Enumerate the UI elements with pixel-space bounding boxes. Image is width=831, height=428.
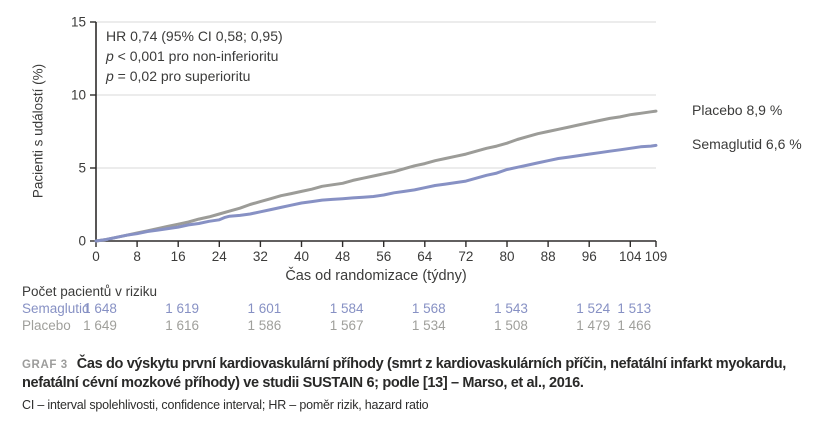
- x-tick-label: 16: [171, 249, 186, 264]
- risk-count-semaglutid-week-32: 1 601: [247, 301, 282, 316]
- y-tick-label: 0: [78, 234, 86, 249]
- x-tick-label: 80: [499, 249, 514, 264]
- risk-row-label-semaglutid: Semaglutid: [22, 301, 90, 316]
- risk-count-placebo-week-48: 1 567: [329, 318, 364, 333]
- y-tick-label: 5: [78, 161, 86, 176]
- x-tick-label: 64: [417, 249, 433, 264]
- risk-count-semaglutid-week-16: 1 619: [165, 301, 200, 316]
- x-axis-title: Čas od randomizace (týdny): [285, 268, 467, 284]
- risk-count-placebo-week-16: 1 616: [165, 318, 200, 333]
- annotation-line-superiority: p = 0,02 pro superioritu: [106, 66, 283, 86]
- risk-count-placebo-week-104: 1 466: [617, 318, 652, 333]
- risk-table-title: Počet pacientů v riziku: [22, 284, 158, 299]
- risk-count-placebo-week-80: 1 508: [494, 318, 528, 333]
- annotation-text: HR 0,74 (95% CI 0,58; 0,95): [106, 28, 283, 44]
- figure-caption: GRAF 3 Čas do výskytu první kardiovaskulá…: [22, 355, 820, 392]
- annotation-pre: p: [106, 48, 114, 64]
- placebo-curve-label: Placebo 8,9 %: [692, 102, 783, 119]
- figure-footnote: CI – interval spolehlivosti, confidence …: [22, 398, 429, 412]
- risk-count-semaglutid-week-80: 1 543: [494, 301, 528, 316]
- x-tick-label: 72: [458, 249, 473, 264]
- risk-count-semaglutid-week-96: 1 524: [576, 301, 611, 316]
- risk-count-semaglutid-week-104: 1 513: [617, 301, 652, 316]
- y-tick-label: 10: [71, 88, 86, 103]
- x-tick-label: 104: [619, 249, 642, 264]
- annotation-line-hr: HR 0,74 (95% CI 0,58; 0,95): [106, 26, 283, 46]
- x-tick-label: 8: [133, 249, 141, 264]
- annotation-pre: p: [106, 68, 114, 84]
- risk-row-label-placebo: Placebo: [22, 318, 71, 333]
- x-tick-label: 56: [376, 249, 391, 264]
- semaglutid-curve: [94, 143, 658, 243]
- x-tick-label: 32: [253, 249, 268, 264]
- plot-svg: 0 5 10 15 0 8 16 24 32 40 48 56 64 72 80 88 96 104 109: [71, 15, 668, 265]
- risk-count-placebo-week-0: 1 649: [83, 318, 117, 333]
- risk-count-semaglutid-week-0: 1 648: [83, 301, 117, 316]
- y-axis-title: Pacienti s událostí (%): [30, 63, 46, 199]
- risk-count-placebo-week-96: 1 479: [576, 318, 611, 333]
- annotation-line-noninferiority: p < 0,001 pro non-inferioritu: [106, 46, 283, 66]
- annotation-text: < 0,001 pro non-inferioritu: [113, 48, 279, 64]
- risk-count-semaglutid-week-48: 1 584: [329, 301, 364, 316]
- x-tick-label: 109: [645, 249, 668, 264]
- risk-count-placebo-week-32: 1 586: [247, 318, 282, 333]
- caption-tag: GRAF 3: [22, 359, 68, 371]
- x-tick-label: 96: [582, 249, 597, 264]
- x-tick-label: 40: [294, 249, 309, 264]
- y-tick-label: 15: [71, 15, 86, 30]
- semaglutid-curve-label: Semaglutid 6,6 %: [692, 136, 802, 153]
- x-tick-label: 88: [541, 249, 556, 264]
- caption-text: Čas do výskytu první kardiovaskulární př…: [22, 356, 786, 391]
- x-tick-label: 48: [335, 249, 350, 264]
- annotation-text: = 0,02 pro superioritu: [113, 68, 251, 84]
- x-tick-label: 24: [212, 249, 228, 264]
- annotation-block: HR 0,74 (95% CI 0,58; 0,95) p < 0,001 pr…: [106, 26, 283, 86]
- risk-count-placebo-week-64: 1 534: [411, 318, 446, 333]
- risk-count-semaglutid-week-64: 1 568: [411, 301, 446, 316]
- placebo-curve: [94, 109, 658, 243]
- x-tick-label: 0: [92, 249, 100, 264]
